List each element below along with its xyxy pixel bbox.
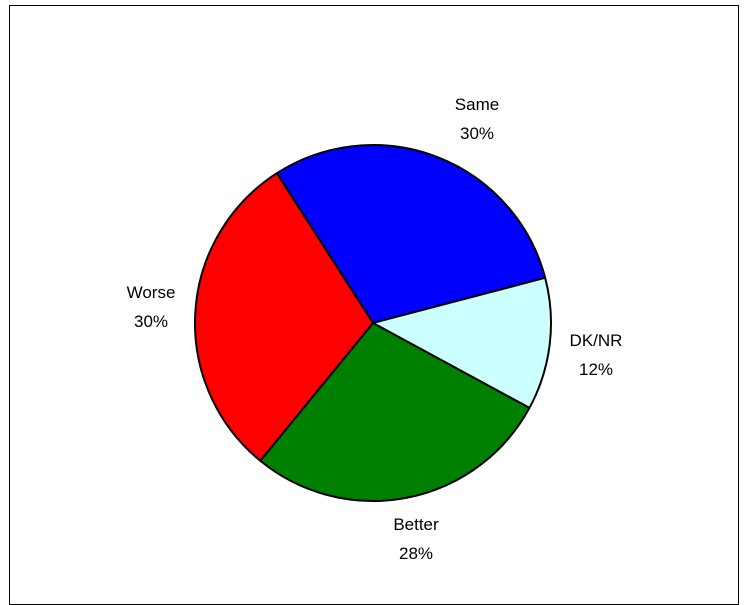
value-label-worse: 30% [134,312,168,331]
label-better: Better [393,515,439,534]
value-label-same: 30% [460,124,494,143]
value-label-dk-nr: 12% [579,360,613,379]
value-label-better: 28% [399,544,433,563]
pie-slice-dk-nr [372,276,552,409]
pie-slice-worse [194,172,374,462]
pie-slice-better [259,322,531,502]
label-same: Same [455,95,499,114]
label-worse: Worse [127,283,176,302]
pie-labels: Same 30% DK/NR 12% Better 28% Worse 30% [127,95,623,563]
pie-chart: Same 30% DK/NR 12% Better 28% Worse 30% [127,95,623,563]
pie-slice-same [275,144,547,324]
pie-slices [194,144,552,502]
label-dk-nr: DK/NR [570,331,623,350]
